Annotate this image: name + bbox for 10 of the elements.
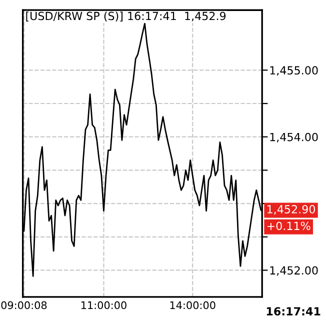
text: 16:17:41 bbox=[266, 307, 320, 316]
x-tick-label: 11:00:00 bbox=[81, 301, 126, 310]
chart-title: [USD/KRW SP (S)] 16:17:41 1,452.9 bbox=[26, 12, 226, 22]
y-tick-label: 1,454.00 bbox=[270, 132, 318, 142]
y-tick-label: 1,452.00 bbox=[270, 266, 318, 276]
y-tick-label: 1,455.00 bbox=[270, 66, 318, 76]
x-tick-label: 09:00:08 bbox=[1, 301, 47, 310]
x-tick-label: 14:00:00 bbox=[170, 301, 216, 310]
text: 1,452.90 bbox=[267, 205, 316, 215]
text: +0.11% bbox=[267, 222, 310, 230]
